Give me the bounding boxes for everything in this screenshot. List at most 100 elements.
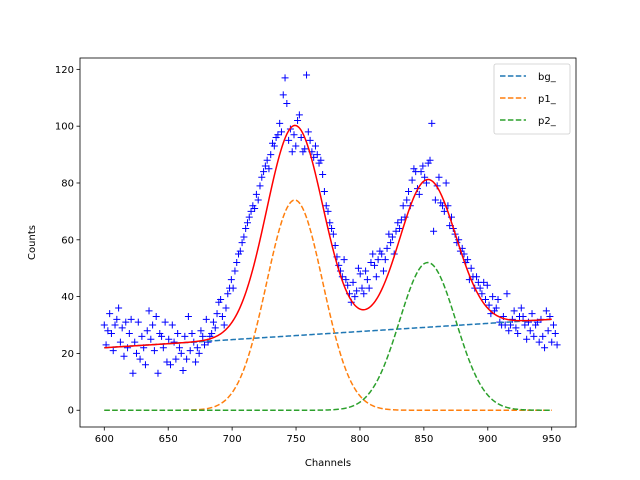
data-point bbox=[231, 267, 239, 275]
data-point bbox=[267, 151, 275, 159]
data-point bbox=[340, 256, 348, 264]
data-point bbox=[150, 347, 158, 355]
data-point bbox=[367, 259, 375, 267]
data-point bbox=[106, 310, 114, 318]
data-point bbox=[505, 327, 513, 335]
data-point bbox=[550, 321, 558, 329]
data-point bbox=[245, 213, 253, 221]
x-tick-label: 800 bbox=[350, 434, 369, 445]
data-point bbox=[188, 330, 196, 338]
data-point bbox=[428, 119, 436, 127]
data-point bbox=[478, 290, 486, 298]
data-point bbox=[125, 330, 133, 338]
data-point bbox=[168, 321, 176, 329]
data-point bbox=[328, 224, 336, 232]
data-point bbox=[220, 321, 228, 329]
data-point bbox=[490, 307, 498, 315]
data-point bbox=[124, 344, 132, 352]
data-point bbox=[311, 142, 319, 150]
data-point bbox=[363, 276, 371, 284]
data-point bbox=[167, 361, 175, 369]
data-point bbox=[265, 165, 273, 173]
data-point bbox=[397, 216, 405, 224]
data-point bbox=[535, 338, 543, 346]
data-point bbox=[426, 156, 434, 164]
data-point bbox=[344, 281, 352, 289]
data-point bbox=[184, 312, 192, 320]
data-point bbox=[492, 304, 500, 312]
data-point bbox=[283, 99, 291, 107]
data-point bbox=[247, 207, 255, 215]
data-point bbox=[215, 298, 223, 306]
data-point bbox=[209, 318, 217, 326]
data-point bbox=[179, 366, 187, 374]
legend-box bbox=[493, 63, 571, 135]
data-point bbox=[120, 352, 128, 360]
data-point bbox=[175, 344, 183, 352]
data-point bbox=[261, 162, 269, 170]
data-point bbox=[431, 196, 439, 204]
data-point bbox=[213, 310, 221, 318]
data-point bbox=[369, 250, 377, 258]
data-point bbox=[405, 188, 413, 196]
y-axis-title: Counts bbox=[27, 225, 38, 260]
data-point bbox=[358, 284, 366, 292]
data-point bbox=[541, 344, 549, 352]
x-tick-label: 900 bbox=[478, 434, 497, 445]
y-axis: 0 20 40 60 80 100 120 bbox=[55, 65, 80, 417]
data-point bbox=[281, 74, 289, 82]
data-point bbox=[306, 136, 314, 144]
data-point bbox=[417, 168, 425, 176]
data-point bbox=[356, 270, 364, 278]
data-point bbox=[408, 176, 416, 184]
data-point bbox=[510, 307, 518, 315]
data-point bbox=[467, 264, 475, 272]
data-point bbox=[277, 128, 285, 136]
data-point bbox=[503, 290, 511, 298]
data-point bbox=[303, 71, 311, 79]
data-point bbox=[127, 315, 135, 323]
data-point bbox=[419, 162, 427, 170]
data-point bbox=[326, 219, 334, 227]
data-point bbox=[553, 341, 561, 349]
data-point bbox=[421, 173, 429, 181]
data-point bbox=[485, 301, 493, 309]
data-point bbox=[272, 134, 280, 142]
data-point bbox=[476, 284, 484, 292]
data-point bbox=[109, 347, 117, 355]
data-point bbox=[242, 224, 250, 232]
legend-label: bg_ bbox=[538, 72, 557, 83]
data-point bbox=[294, 116, 302, 124]
data-point bbox=[186, 347, 194, 355]
data-point bbox=[158, 332, 166, 340]
data-point bbox=[165, 335, 173, 343]
data-point bbox=[481, 295, 489, 303]
data-point bbox=[539, 332, 547, 340]
x-tick-label: 600 bbox=[95, 434, 114, 445]
data-point bbox=[551, 330, 559, 338]
data-point bbox=[113, 315, 121, 323]
data-point bbox=[473, 273, 481, 281]
data-point bbox=[254, 196, 262, 204]
data-point bbox=[464, 256, 472, 264]
data-point bbox=[403, 196, 411, 204]
data-point bbox=[372, 273, 380, 281]
data-point bbox=[292, 142, 300, 150]
data-point bbox=[195, 349, 203, 357]
x-axis-title: Channels bbox=[305, 458, 351, 469]
data-point bbox=[202, 315, 210, 323]
series-line-p2 bbox=[104, 261, 552, 411]
data-point bbox=[410, 165, 418, 173]
data-point bbox=[342, 276, 350, 284]
data-point bbox=[430, 227, 438, 235]
data-point bbox=[252, 190, 260, 198]
data-point bbox=[351, 293, 359, 301]
data-point bbox=[208, 330, 216, 338]
data-point bbox=[442, 179, 450, 187]
legend-label: p2_ bbox=[538, 116, 557, 127]
data-point bbox=[201, 341, 209, 349]
data-point bbox=[319, 170, 327, 178]
data-point bbox=[424, 159, 432, 167]
data-point bbox=[161, 318, 169, 326]
